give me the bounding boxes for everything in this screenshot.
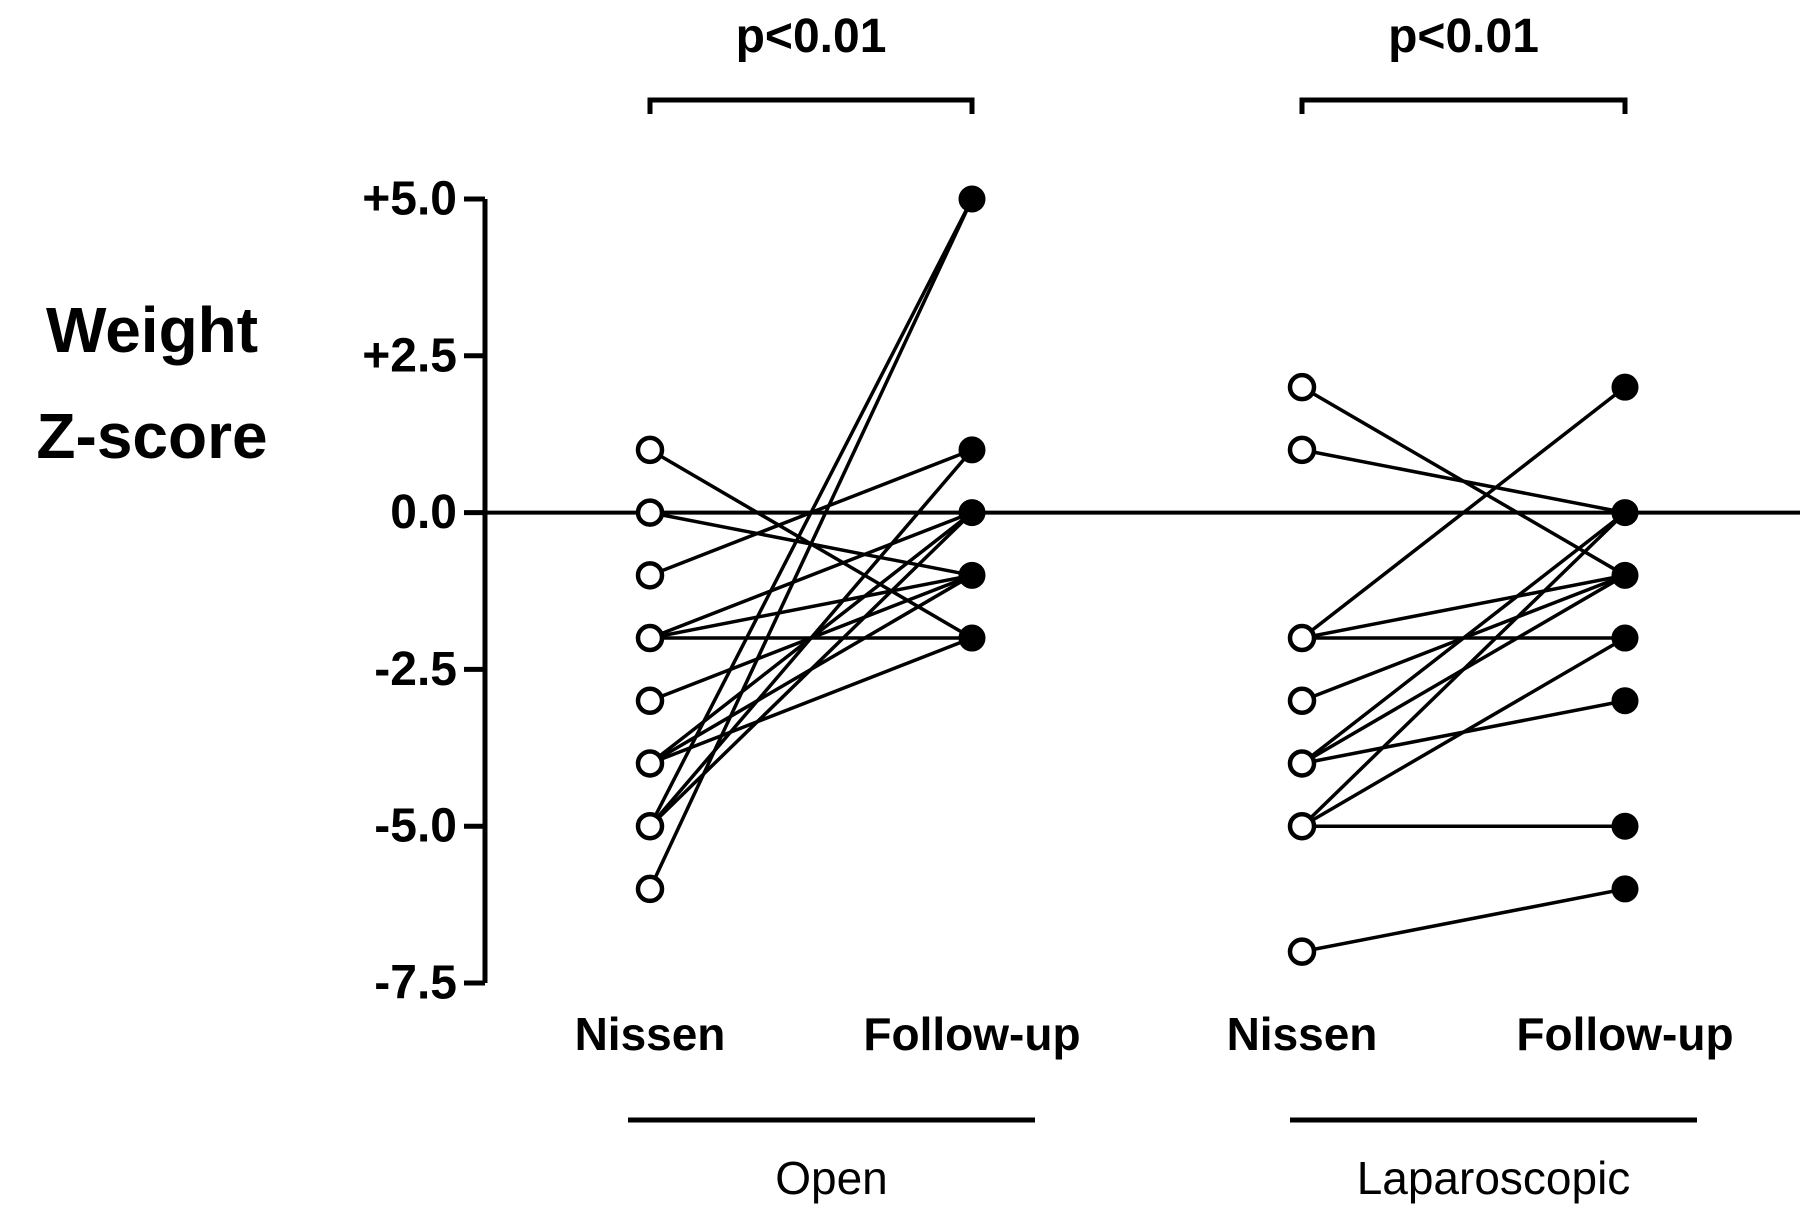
followup-point bbox=[1611, 624, 1639, 652]
pair-line bbox=[1301, 448, 1626, 515]
y-axis: +5.0 +2.5 0.0 -2.5 -5.0 -7.5 bbox=[362, 173, 488, 1010]
followup-point bbox=[1611, 499, 1639, 527]
group-name-label: Open bbox=[775, 1152, 888, 1204]
nissen-point bbox=[1287, 623, 1317, 653]
nissen-point bbox=[635, 498, 665, 527]
nissen-point bbox=[1287, 749, 1317, 778]
x-axis-labels: Nissen Follow-up Nissen Follow-up bbox=[575, 1008, 1734, 1060]
pair-line bbox=[649, 510, 973, 640]
pair-line bbox=[1301, 636, 1626, 828]
pair-line bbox=[1300, 385, 1627, 640]
nissen-point bbox=[635, 811, 665, 841]
significance-bracket bbox=[647, 97, 975, 114]
pair-line bbox=[649, 636, 973, 766]
p-value-label: p<0.01 bbox=[1388, 10, 1539, 63]
nissen-point bbox=[1287, 686, 1317, 716]
followup-point bbox=[1611, 561, 1639, 589]
x-label-nissen: Nissen bbox=[1227, 1008, 1378, 1060]
nissen-point bbox=[1287, 937, 1317, 966]
nissen-point bbox=[635, 874, 665, 904]
nissen-point bbox=[635, 435, 665, 465]
nissen-point bbox=[1287, 435, 1317, 465]
nissen-point bbox=[635, 686, 665, 716]
followup-point bbox=[1611, 875, 1639, 903]
nissen-point bbox=[635, 749, 665, 778]
x-label-follow-up: Follow-up bbox=[863, 1008, 1080, 1060]
followup-point bbox=[958, 624, 986, 652]
y-axis-label-line: Z-score bbox=[36, 400, 267, 472]
data-points bbox=[635, 185, 1639, 966]
pair-line bbox=[1301, 887, 1626, 954]
nissen-point bbox=[1287, 811, 1317, 841]
nissen-point bbox=[635, 561, 665, 590]
followup-point bbox=[1611, 687, 1639, 715]
followup-point bbox=[1611, 812, 1639, 840]
y-tick-label: +5.0 bbox=[362, 173, 457, 226]
y-tick-label: -2.5 bbox=[374, 643, 457, 696]
significance-brackets: p<0.01 p<0.01 bbox=[647, 10, 1628, 114]
pair-line bbox=[1301, 573, 1626, 640]
pair-line bbox=[648, 198, 974, 890]
y-tick-label: -7.5 bbox=[374, 957, 457, 1010]
significance-bracket bbox=[1299, 97, 1628, 114]
followup-point bbox=[958, 436, 986, 464]
pair-line bbox=[1300, 511, 1627, 765]
pair-line bbox=[1300, 511, 1627, 828]
followup-point bbox=[1611, 373, 1639, 401]
pair-line bbox=[648, 198, 974, 827]
y-tick-label: 0.0 bbox=[390, 486, 457, 539]
pair-line bbox=[649, 573, 973, 640]
nissen-point bbox=[1287, 372, 1317, 402]
y-axis-label: Weight Z-score bbox=[36, 294, 267, 472]
pair-line bbox=[648, 448, 974, 828]
followup-point bbox=[958, 561, 986, 589]
y-axis-label-line: Weight bbox=[46, 294, 258, 366]
p-value-label: p<0.01 bbox=[736, 10, 887, 63]
y-tick-label: -5.0 bbox=[374, 800, 457, 853]
followup-point bbox=[958, 185, 986, 213]
y-tick-label: +2.5 bbox=[362, 329, 457, 382]
pair-line bbox=[648, 511, 974, 828]
followup-point bbox=[958, 499, 986, 527]
paired-lines bbox=[648, 198, 1627, 954]
group-labels: Open Laparoscopic bbox=[628, 1117, 1697, 1204]
x-label-nissen: Nissen bbox=[575, 1008, 726, 1060]
group-name-label: Laparoscopic bbox=[1357, 1152, 1631, 1204]
nissen-point bbox=[635, 623, 665, 653]
x-label-follow-up: Follow-up bbox=[1516, 1008, 1733, 1060]
